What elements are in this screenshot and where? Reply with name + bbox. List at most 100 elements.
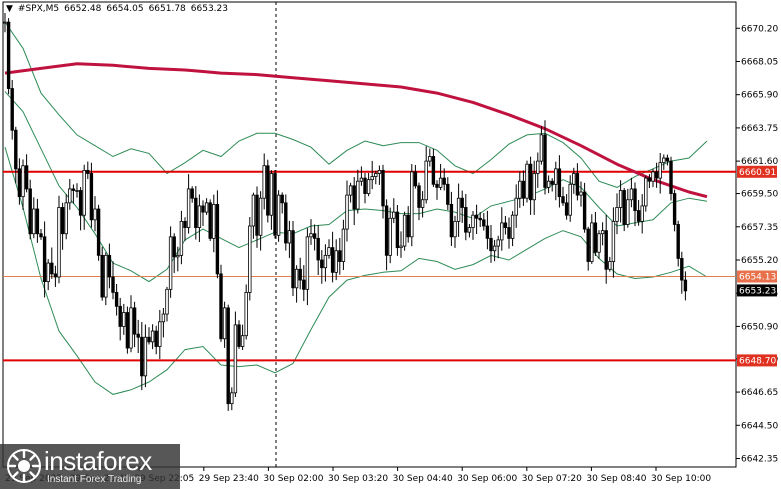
candle [114,284,119,316]
candle-body-down [291,230,295,289]
candle-body-up [597,233,601,253]
x-tick-label: 30 Sep 06:00 [457,474,517,484]
candle-body-up [420,199,425,208]
candle-body-up [611,220,616,262]
candle [255,186,259,248]
band-upper-line [4,21,708,188]
candle [611,207,616,278]
candle [496,235,500,259]
candle-body-up [590,222,594,262]
candle [3,12,7,33]
candle [219,264,223,342]
candle [467,224,472,238]
candle [233,311,238,398]
candle-body-up [93,208,97,221]
candle-body-up [651,171,655,182]
candle-body-down [190,188,194,199]
candle-body-up [309,233,313,238]
candle [71,184,76,204]
candle [406,206,410,243]
candle [251,192,256,239]
y-tick-label: 6661.60 [741,157,778,167]
candle-body-down [136,333,140,338]
candle [618,180,623,223]
candle [363,173,367,204]
candle-body-down [273,173,277,236]
candle-body-up [572,173,576,185]
candle [651,168,655,188]
support-tag-label: 6648.70 [739,356,776,366]
candle [284,194,288,251]
candle [215,190,220,279]
candle-body-up [366,179,371,194]
candle-body-up [276,194,281,236]
candle [431,148,436,188]
candle [564,194,569,220]
candle [384,199,389,271]
candle-body-down [140,336,144,377]
y-tick-label: 6668.05 [741,57,778,67]
candle-body-down [676,224,680,259]
candle [341,219,346,271]
y-tick-label: 6655.20 [741,256,778,266]
candle [420,191,425,218]
candle [539,126,544,165]
candle [492,239,497,262]
candle-body-down [14,129,18,170]
candle [582,182,587,233]
candle-body-down [71,188,76,191]
candle [629,177,634,208]
chevron-down-icon[interactable]: ▼ [6,4,13,14]
candle-body-down [35,208,40,235]
candle-body-down [147,336,151,343]
candle-body-down [316,237,320,261]
candle-body-up [500,222,504,241]
candle-body-up [240,335,245,347]
candle [654,162,659,188]
candle [305,228,310,306]
candle-body-down [474,214,479,219]
candle-body-up [75,190,79,192]
candle-body-up [410,171,414,238]
candle [665,154,670,166]
candle-body-down [521,180,526,199]
candle [615,193,619,235]
candle-body-down [219,273,223,340]
candle [442,168,446,191]
candle [244,284,248,340]
candle-body-up [536,160,540,174]
candle-body-up [402,214,407,247]
candle-body-down [654,171,659,179]
candle-body-down [284,202,288,244]
candle-body-down [604,230,608,270]
candle [132,301,137,348]
candle [608,256,612,272]
candle [636,199,641,226]
candle [269,170,274,230]
candle-body-up [258,197,263,236]
candle [21,159,25,210]
candle [374,170,378,185]
candle-body-up [129,307,133,349]
candle-body-down [298,268,302,281]
candle [208,199,212,241]
candle-body-up [230,392,234,405]
candle-body-down [636,210,641,222]
candle-body-up [204,202,209,213]
candle [330,231,335,283]
candle-body-down [6,21,11,89]
candle [118,297,122,341]
candle [377,165,382,185]
candle [510,211,515,247]
candle-body-down [550,180,554,185]
candle [356,169,360,214]
candle-body-up [644,177,648,207]
candle [230,387,234,411]
candle [68,179,72,210]
candle [140,322,144,391]
candle [194,186,198,240]
candle-body-up [525,163,529,199]
candle-body-down [24,165,29,190]
candle [320,250,324,284]
